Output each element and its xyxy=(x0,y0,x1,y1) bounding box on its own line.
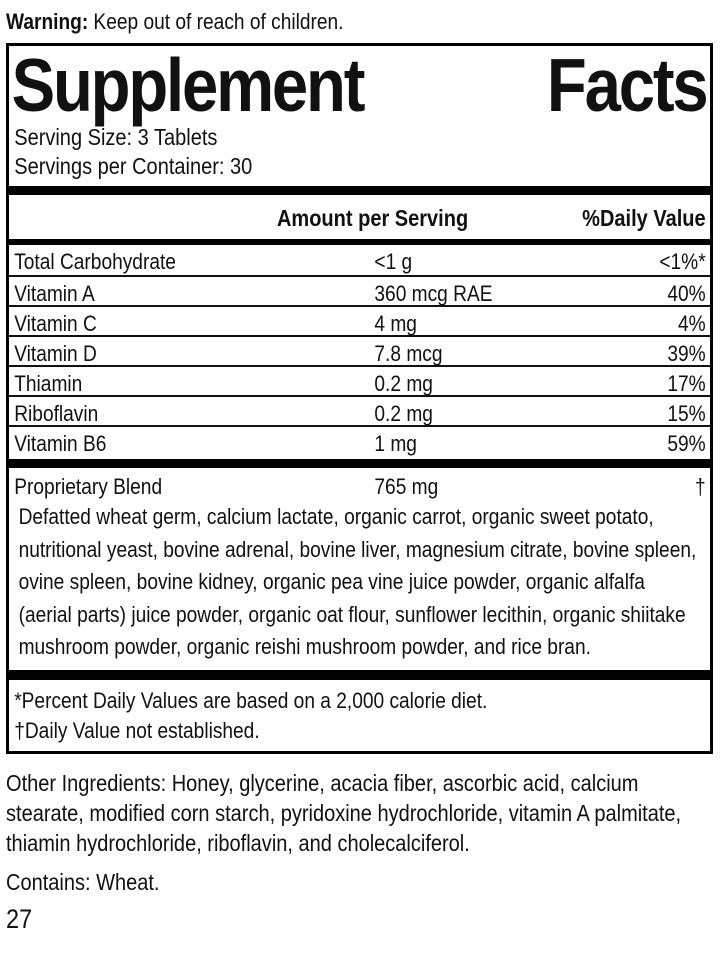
warning-label: Warning: xyxy=(6,9,89,34)
servings-per-container: Servings per Container: 30 xyxy=(14,153,253,179)
nutrient-daily-value: 40% xyxy=(667,281,706,306)
thick-rule-footnotes xyxy=(9,669,710,680)
warning-message: Keep out of reach of children. xyxy=(93,9,344,34)
panel-title-word1: Supplement xyxy=(11,43,366,127)
footnote-percent-daily-value: *Percent Daily Values are based on a 2,0… xyxy=(14,687,488,713)
nutrient-amount: 4 mg xyxy=(374,311,417,336)
nutrient-amount: 0.2 mg xyxy=(374,401,433,426)
blend-amount: 765 mg xyxy=(374,474,439,499)
nutrient-name: Vitamin C xyxy=(14,311,97,336)
nutrient-name: Vitamin A xyxy=(14,281,95,306)
supplement-facts-panel: Supplement Facts Serving Size: 3 Tablets… xyxy=(6,43,713,754)
nutrient-amount: <1 g xyxy=(374,249,413,274)
blend-description: Defatted wheat germ, calcium lactate, or… xyxy=(18,504,697,659)
nutrient-row-riboflavin: Riboflavin 0.2 mg 15% xyxy=(9,395,711,426)
nutrient-amount: 1 mg xyxy=(374,431,417,456)
nutrient-amount: 360 mcg RAE xyxy=(374,281,493,306)
nutrient-name: Riboflavin xyxy=(14,401,99,426)
column-header-daily-value: %Daily Value xyxy=(582,205,706,231)
proprietary-blend-row: Proprietary Blend 765 mg † xyxy=(9,468,710,501)
nutrient-daily-value: 59% xyxy=(667,431,706,456)
nutrient-table: Total Carbohydrate <1 g <1%* Vitamin A 3… xyxy=(9,245,711,456)
nutrient-row-vitamin-c: Vitamin C 4 mg 4% xyxy=(9,305,711,336)
thick-rule-blend xyxy=(9,459,710,468)
nutrient-row-total-carbohydrate: Total Carbohydrate <1 g <1%* xyxy=(9,245,710,275)
nutrient-amount: 0.2 mg xyxy=(374,371,433,396)
serving-info: Serving Size: 3 Tablets Servings per Con… xyxy=(9,123,710,181)
label-page: Warning: Keep out of reach of children. S… xyxy=(6,8,713,934)
nutrient-row-thiamin: Thiamin 0.2 mg 17% xyxy=(9,365,711,396)
column-header-row: Amount per Serving %Daily Value xyxy=(9,195,710,239)
serving-size: Serving Size: 3 Tablets xyxy=(14,124,218,150)
nutrient-daily-value: 15% xyxy=(667,401,706,426)
nutrient-daily-value: 39% xyxy=(667,341,706,366)
nutrient-name: Vitamin D xyxy=(14,341,97,366)
nutrient-row-vitamin-a: Vitamin A 360 mcg RAE 40% xyxy=(9,275,711,306)
page-number: 27 xyxy=(6,903,33,934)
thick-rule-header xyxy=(9,239,710,245)
nutrient-daily-value: <1%* xyxy=(659,249,706,274)
other-ingredients: Other Ingredients: Honey, glycerine, aca… xyxy=(6,769,682,856)
footnote-daily-value-not-established: †Daily Value not established. xyxy=(14,717,260,743)
column-header-amount: Amount per Serving xyxy=(276,205,469,231)
blend-name: Proprietary Blend xyxy=(14,474,163,499)
nutrient-name: Vitamin B6 xyxy=(14,431,107,456)
contains-statement: Contains: Wheat. xyxy=(6,868,160,895)
nutrient-name: Total Carbohydrate xyxy=(14,249,176,274)
nutrient-daily-value: 17% xyxy=(667,371,706,396)
nutrient-row-vitamin-b6: Vitamin B6 1 mg 59% xyxy=(9,425,711,456)
warning-text: Warning: Keep out of reach of children. xyxy=(6,8,713,35)
nutrient-daily-value: 4% xyxy=(677,311,706,336)
nutrient-amount: 7.8 mcg xyxy=(374,341,443,366)
nutrient-name: Thiamin xyxy=(14,371,83,396)
panel-title-word2: Facts xyxy=(546,43,709,127)
nutrient-row-vitamin-d: Vitamin D 7.8 mcg 39% xyxy=(9,335,711,366)
blend-dagger: † xyxy=(694,474,706,499)
thick-rule-top xyxy=(9,186,710,195)
footnotes: *Percent Daily Values are based on a 2,0… xyxy=(9,680,710,751)
panel-title: Supplement Facts xyxy=(9,47,710,123)
